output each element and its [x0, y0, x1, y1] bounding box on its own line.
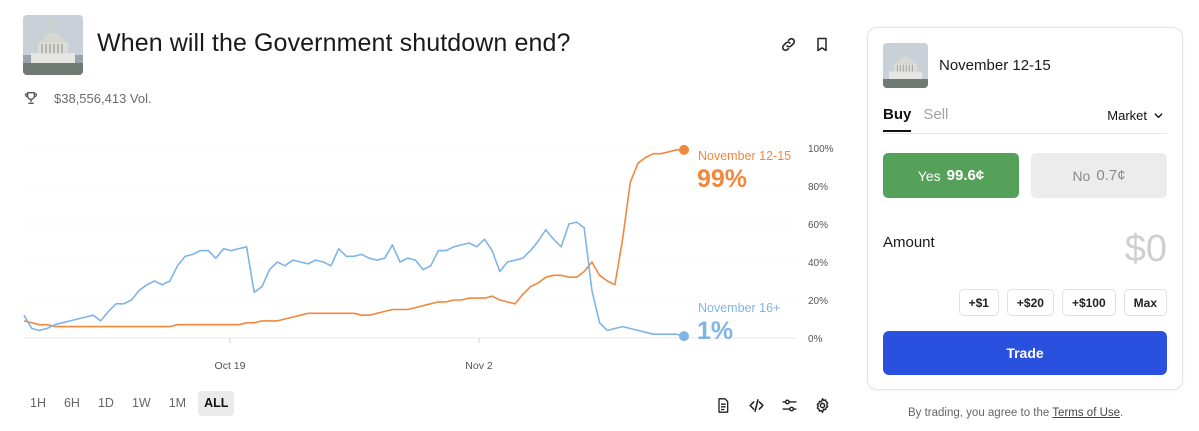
y-tick-label: 40% — [808, 258, 828, 269]
terms-notice: By trading, you agree to the Terms of Us… — [908, 407, 1123, 419]
quick-amount-button[interactable]: +$20 — [1006, 289, 1054, 316]
series-line — [23, 149, 684, 328]
capitol-building-icon — [23, 15, 83, 75]
x-tick-label: Oct 19 — [215, 360, 246, 372]
no-button[interactable]: No 0.7¢ — [1031, 153, 1167, 198]
quick-amount-button[interactable]: +$100 — [1061, 289, 1116, 316]
yes-label: Yes — [917, 167, 941, 184]
series-legend: November 12-15 99% November 16+ 1% — [697, 149, 791, 345]
y-tick-label: 0% — [808, 334, 823, 345]
terms-suffix: . — [1120, 407, 1124, 419]
terms-prefix: By trading, you agree to the — [908, 407, 1050, 419]
order-type-dropdown[interactable]: Market — [1107, 108, 1164, 123]
tab-buy[interactable]: Buy — [883, 106, 912, 132]
sliders-icon[interactable] — [779, 395, 799, 415]
range-tab-all[interactable]: ALL — [198, 391, 235, 416]
capitol-building-icon — [883, 43, 928, 88]
series-name-label: November 16+ — [698, 301, 780, 315]
volume-text: $38,556,413 Vol. — [54, 90, 152, 106]
series-endpoint — [679, 144, 689, 155]
range-tab-1h[interactable]: 1H — [30, 396, 46, 410]
time-range-tabs: 1H 6H 1D 1W 1M ALL — [24, 391, 235, 416]
document-icon[interactable] — [713, 395, 733, 415]
code-embed-icon[interactable] — [746, 395, 766, 415]
quick-amount-buttons: +$1 +$20 +$100 Max — [958, 289, 1167, 316]
no-price: 0.7¢ — [1096, 167, 1126, 184]
buy-sell-tabs: Buy Sell — [883, 106, 948, 132]
tab-sell[interactable]: Sell — [923, 106, 949, 123]
series-line — [23, 221, 685, 337]
price-chart[interactable]: 100% 80% 60% 40% 20% 0% Oct 19 Nov 2 November … — [0, 130, 850, 380]
x-tick-label: Nov 2 — [465, 360, 493, 372]
yes-price: 99.6¢ — [946, 167, 985, 184]
quick-amount-button[interactable]: +$1 — [958, 289, 999, 316]
volume-stat: $38,556,413 Vol. — [23, 90, 152, 106]
order-type-label: Market — [1107, 108, 1147, 123]
y-axis-labels: 100% 80% 60% 40% 20% 0% — [808, 144, 834, 345]
market-title: When will the Government shutdown end? — [97, 29, 571, 57]
series-name-label: November 12-15 — [698, 149, 791, 163]
amount-label: Amount — [883, 234, 935, 251]
trade-panel: November 12-15 Buy Sell Market Yes 99.6¢… — [867, 27, 1183, 390]
y-tick-label: 20% — [808, 296, 828, 307]
x-axis-labels: Oct 19 Nov 2 — [215, 338, 493, 372]
yes-button[interactable]: Yes 99.6¢ — [883, 153, 1019, 198]
bookmark-icon[interactable] — [812, 34, 832, 54]
trade-button[interactable]: Trade — [883, 331, 1167, 375]
range-tab-1w[interactable]: 1W — [131, 396, 151, 410]
title-actions — [778, 34, 832, 54]
outcome-image — [883, 43, 928, 88]
series-lines — [23, 144, 689, 342]
quick-amount-button[interactable]: Max — [1123, 289, 1167, 316]
range-tab-1d[interactable]: 1D — [97, 396, 114, 410]
link-icon[interactable] — [778, 34, 798, 54]
series-value-label: 99% — [697, 165, 747, 193]
series-endpoint — [679, 331, 689, 342]
chart-tools — [713, 395, 832, 415]
amount-input[interactable]: $0 — [1124, 228, 1167, 270]
chevron-down-icon — [1154, 113, 1163, 119]
trophy-icon — [24, 92, 38, 104]
range-tab-6h[interactable]: 6H — [63, 396, 80, 410]
terms-of-use-link[interactable]: Terms of Use — [1052, 407, 1121, 419]
y-tick-label: 60% — [808, 220, 828, 231]
market-image — [23, 15, 83, 75]
range-tab-1m[interactable]: 1M — [168, 396, 187, 410]
series-value-label: 1% — [697, 317, 733, 345]
tabs-divider — [883, 133, 1167, 134]
y-tick-label: 80% — [808, 182, 828, 193]
outcome-title: November 12-15 — [939, 57, 1051, 74]
gear-icon[interactable] — [812, 395, 832, 415]
y-tick-label: 100% — [808, 144, 834, 155]
no-label: No — [1072, 167, 1091, 184]
chart-grid — [24, 147, 795, 339]
